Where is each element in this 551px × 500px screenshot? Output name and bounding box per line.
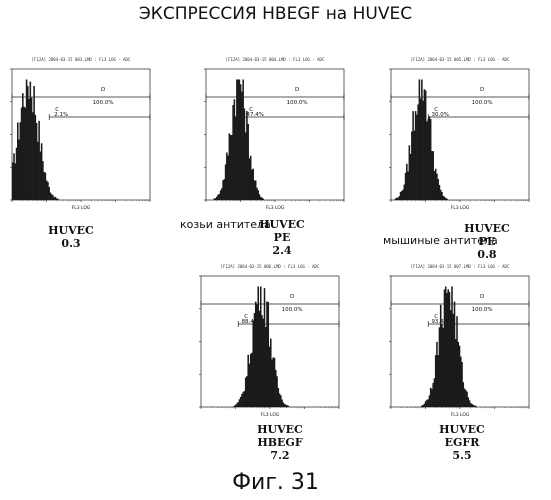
histogram-plot-1: [F12A] 2004-03-15 003.LMD : FL3 LOG - AD…: [6, 55, 156, 215]
gate-d-percent: 100.0%: [472, 100, 493, 106]
panel-2-label: HUVEC PE 2.4: [247, 218, 317, 257]
panel-4-label-line-2: HBEGF: [245, 436, 315, 449]
histogram-plot-4: [F12A] 2004-03-15 006.LMD : FL3 LOG - AD…: [195, 262, 345, 422]
gate-d-percent: 100.0%: [93, 100, 114, 106]
histogram-bar: [262, 199, 264, 200]
histogram-panel-5: [F12A] 2004-03-15 007.LMD : FL3 LOG - AD…: [385, 262, 535, 422]
x-axis-label: FL3 LOG: [266, 205, 285, 211]
histogram-panel-3: [F12A] 2004-03-15 005.LMD : FL3 LOG - AD…: [385, 55, 535, 215]
histogram-plot-3: [F12A] 2004-03-15 005.LMD : FL3 LOG - AD…: [385, 55, 535, 215]
gate-c-percent: 2.1%: [54, 112, 68, 118]
histogram-bars: [395, 79, 448, 200]
histogram-panel-2: [F12A] 2004-03-15 004.LMD : FL3 LOG - AD…: [200, 55, 350, 215]
panel-title: [F12A] 2004-03-15 007.LMD : FL3 LOG - AD…: [411, 264, 510, 269]
histogram-panel-4: [F12A] 2004-03-15 006.LMD : FL3 LOG - AD…: [195, 262, 345, 422]
panel-5-label-line-1: HUVEC: [427, 423, 497, 436]
gate-d-percent: 100.0%: [472, 307, 493, 313]
gate-c-percent: 88.4%: [241, 319, 258, 325]
panel-1-label-line-2: 0.3: [36, 237, 106, 250]
panel-title: [F12A] 2004-03-15 006.LMD : FL3 LOG - AD…: [221, 264, 320, 269]
panel-title: [F12A] 2004-03-15 004.LMD : FL3 LOG - AD…: [226, 57, 325, 62]
histogram-bars: [12, 79, 59, 200]
histogram-bar: [57, 199, 59, 200]
gate-c-percent: 30.0%: [431, 112, 448, 118]
histogram-bars: [421, 286, 476, 407]
panel-3-label-line-1: HUVEC: [447, 222, 527, 235]
gate-d-name: D: [295, 87, 299, 93]
gate-d-name: D: [101, 87, 105, 93]
figure-caption: Фиг. 31: [0, 470, 551, 495]
panel-5-label-line-3: 5.5: [427, 449, 497, 462]
panel-4-label-line-3: 7.2: [245, 449, 315, 462]
histogram-plot-5: [F12A] 2004-03-15 007.LMD : FL3 LOG - AD…: [385, 262, 535, 422]
x-axis-label: FL3 LOG: [72, 205, 91, 211]
histogram-plot-2: [F12A] 2004-03-15 004.LMD : FL3 LOG - AD…: [200, 55, 350, 215]
gate-d-name: D: [290, 294, 294, 300]
panel-5-label: HUVEC EGFR 5.5: [427, 423, 497, 462]
panel-4-label: HUVEC HBEGF 7.2: [245, 423, 315, 462]
panel-4-label-line-1: HUVEC: [245, 423, 315, 436]
panel-title: [F12A] 2004-03-15 003.LMD : FL3 LOG - AD…: [32, 57, 131, 62]
panel-3-label-line-2: PE: [447, 235, 527, 248]
histogram-panel-1: [F12A] 2004-03-15 003.LMD : FL3 LOG - AD…: [6, 55, 156, 215]
histogram-bar: [288, 406, 290, 407]
panel-title: [F12A] 2004-03-15 005.LMD : FL3 LOG - AD…: [411, 57, 510, 62]
gate-d-name: D: [480, 294, 484, 300]
figure-title: ЭКСПРЕССИЯ HBEGF на HUVEC: [0, 4, 551, 24]
x-axis-label: FL3 LOG: [451, 205, 470, 211]
gate-d-name: D: [480, 87, 484, 93]
gate-d-percent: 100.0%: [282, 307, 303, 313]
gate-c-percent: 47.4%: [246, 112, 263, 118]
panel-3-label: HUVEC PE 0.8: [447, 222, 527, 261]
x-axis-label: FL3 LOG: [261, 412, 280, 418]
histogram-bar: [446, 199, 448, 200]
x-axis-label: FL3 LOG: [451, 412, 470, 418]
histogram-bar: [475, 406, 477, 407]
panel-5-label-line-2: EGFR: [427, 436, 497, 449]
gate-d-percent: 100.0%: [287, 100, 308, 106]
histogram-bars: [214, 79, 264, 200]
panel-2-label-line-3: 2.4: [247, 244, 317, 257]
panel-3-label-line-3: 0.8: [447, 248, 527, 261]
histogram-bars: [234, 286, 289, 407]
panel-1-label: HUVEC 0.3: [36, 224, 106, 250]
panel-1-label-line-1: HUVEC: [36, 224, 106, 237]
panel-2-label-line-1: HUVEC: [247, 218, 317, 231]
panel-2-label-line-2: PE: [247, 231, 317, 244]
gate-c-percent: 93.4%: [431, 319, 448, 325]
